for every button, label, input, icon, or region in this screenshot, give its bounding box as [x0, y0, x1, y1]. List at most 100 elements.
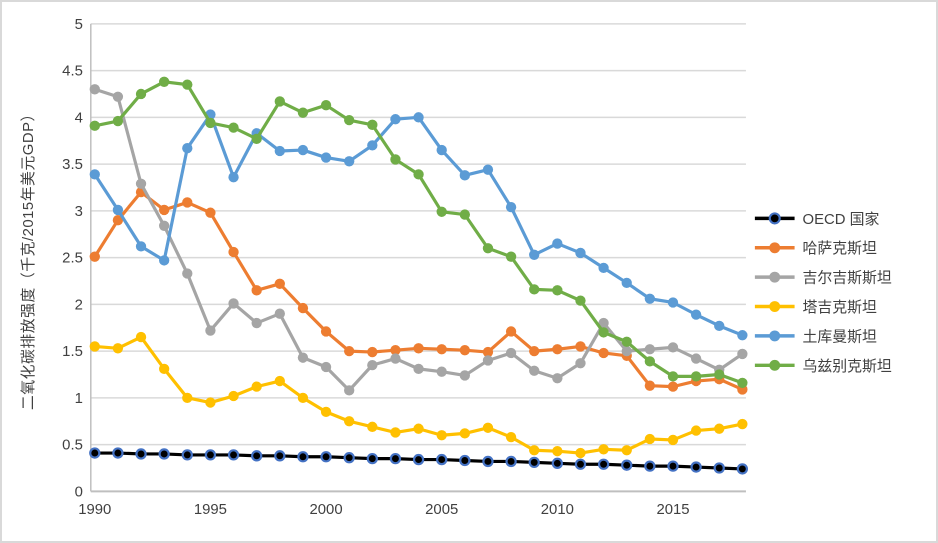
marker-kazakhstan-1997 — [251, 285, 262, 296]
x-tick-label-2010: 2010 — [541, 502, 574, 518]
marker-tajikistan-2011 — [575, 447, 586, 459]
y-axis-title: 二氧化碳排放强度（千克/2015年美元GDP） — [20, 106, 37, 410]
marker-kyrgyzstan-2010 — [552, 373, 563, 384]
x-tick-label-2005: 2005 — [425, 502, 458, 518]
marker-kazakhstan-1999 — [297, 302, 309, 314]
marker-kyrgyzstan-2014 — [644, 344, 656, 355]
marker-kyrgyzstan-1998 — [274, 308, 285, 319]
marker-kazakhstan-1991 — [112, 215, 124, 226]
marker-tajikistan-2002 — [367, 421, 378, 433]
marker-kazakhstan-1994 — [182, 197, 193, 208]
marker-uzbekistan-2001 — [344, 114, 355, 126]
marker-oecd-2014 — [644, 460, 656, 472]
legend-swatch-marker-oecd — [768, 212, 781, 225]
legend-label-tajikistan: 塔吉克斯坦 — [803, 299, 877, 316]
marker-turkmenistan-2002 — [367, 140, 378, 151]
marker-uzbekistan-1993 — [159, 76, 170, 87]
marker-kyrgyzstan-1996 — [228, 298, 239, 309]
marker-tajikistan-2000 — [320, 406, 332, 418]
marker-uzbekistan-2010 — [552, 285, 563, 296]
marker-kazakhstan-2008 — [505, 326, 517, 337]
marker-uzbekistan-2004 — [413, 169, 424, 180]
legend-item-tajikistan: 塔吉克斯坦 — [754, 299, 877, 316]
marker-tajikistan-1995 — [205, 397, 216, 408]
marker-uzbekistan-1994 — [182, 79, 193, 90]
marker-oecd-1994 — [181, 449, 193, 461]
marker-tajikistan-1993 — [159, 363, 170, 375]
marker-turkmenistan-2004 — [413, 112, 424, 123]
marker-uzbekistan-2017 — [714, 369, 725, 380]
marker-turkmenistan-2003 — [390, 114, 401, 125]
marker-uzbekistan-2012 — [598, 327, 609, 338]
marker-kazakhstan-2006 — [459, 345, 470, 356]
y-tick-label-1: 1 — [75, 391, 83, 407]
x-tick-label-1990: 1990 — [78, 502, 111, 518]
marker-oecd-2000 — [320, 451, 332, 463]
marker-oecd-2003 — [389, 452, 402, 465]
marker-oecd-2016 — [690, 461, 702, 473]
x-tick-label-1995: 1995 — [194, 502, 227, 518]
marker-oecd-1996 — [227, 449, 240, 461]
marker-turkmenistan-1992 — [135, 241, 147, 252]
marker-kazakhstan-2003 — [390, 345, 401, 356]
marker-kyrgyzstan-2001 — [344, 385, 355, 396]
marker-tajikistan-1992 — [135, 331, 147, 343]
marker-uzbekistan-1996 — [228, 122, 239, 133]
marker-kyrgyzstan-2009 — [529, 365, 540, 376]
y-tick-label-4.5: 4.5 — [62, 64, 83, 80]
marker-kyrgyzstan-1990 — [89, 84, 100, 95]
marker-uzbekistan-1997 — [251, 133, 262, 145]
marker-oecd-2007 — [482, 455, 494, 468]
y-tick-label-2: 2 — [75, 297, 83, 313]
x-tick-label-2000: 2000 — [310, 502, 343, 518]
marker-oecd-2004 — [412, 453, 425, 466]
legend-label-uzbekistan: 乌兹别克斯坦 — [803, 358, 892, 375]
marker-oecd-2008 — [505, 455, 517, 468]
marker-uzbekistan-1999 — [297, 107, 309, 118]
marker-turkmenistan-1990 — [89, 169, 100, 180]
marker-turkmenistan-1994 — [182, 143, 193, 154]
marker-kyrgyzstan-2004 — [413, 363, 424, 375]
y-tick-label-3.5: 3.5 — [62, 157, 83, 173]
marker-kyrgyzstan-2002 — [367, 359, 378, 371]
marker-uzbekistan-2014 — [644, 356, 656, 367]
marker-oecd-2006 — [459, 454, 471, 467]
marker-uzbekistan-2003 — [390, 154, 401, 165]
marker-turkmenistan-2013 — [621, 277, 632, 289]
marker-kazakhstan-2007 — [482, 346, 494, 358]
marker-kazakhstan-2002 — [367, 346, 378, 358]
marker-kazakhstan-2010 — [552, 344, 563, 355]
marker-turkmenistan-1996 — [228, 172, 239, 183]
marker-uzbekistan-2008 — [505, 251, 517, 262]
marker-tajikistan-1996 — [228, 390, 239, 402]
marker-uzbekistan-2018 — [737, 377, 748, 389]
marker-oecd-2011 — [574, 458, 587, 470]
marker-oecd-1992 — [135, 448, 147, 460]
marker-uzbekistan-1998 — [274, 96, 285, 107]
marker-uzbekistan-2011 — [575, 295, 586, 306]
legend-label-oecd: OECD 国家 — [803, 211, 880, 228]
legend-label-kazakhstan: 哈萨克斯坦 — [803, 240, 877, 257]
y-tick-label-3: 3 — [75, 204, 83, 220]
legend-swatch-marker-kazakhstan — [769, 242, 781, 254]
marker-kyrgyzstan-1997 — [251, 317, 262, 329]
marker-uzbekistan-2006 — [459, 209, 470, 220]
marker-oecd-1997 — [251, 450, 263, 462]
marker-kazakhstan-1990 — [89, 251, 100, 262]
marker-kazakhstan-2011 — [575, 341, 586, 352]
marker-kyrgyzstan-2011 — [575, 358, 586, 369]
legend-label-turkmenistan: 土库曼斯坦 — [803, 328, 877, 345]
marker-kazakhstan-2009 — [529, 345, 540, 357]
marker-tajikistan-2014 — [644, 433, 656, 445]
marker-oecd-2002 — [366, 452, 378, 465]
marker-kyrgyzstan-1994 — [182, 268, 193, 279]
y-tick-label-5: 5 — [75, 17, 83, 33]
marker-tajikistan-2007 — [482, 422, 494, 433]
marker-tajikistan-2015 — [667, 434, 679, 446]
marker-oecd-1998 — [274, 450, 286, 462]
marker-kazakhstan-1996 — [228, 246, 239, 258]
marker-kyrgyzstan-1999 — [297, 352, 309, 363]
marker-uzbekistan-1995 — [205, 117, 216, 129]
marker-oecd-1995 — [204, 449, 217, 461]
marker-kyrgyzstan-2016 — [690, 353, 702, 364]
